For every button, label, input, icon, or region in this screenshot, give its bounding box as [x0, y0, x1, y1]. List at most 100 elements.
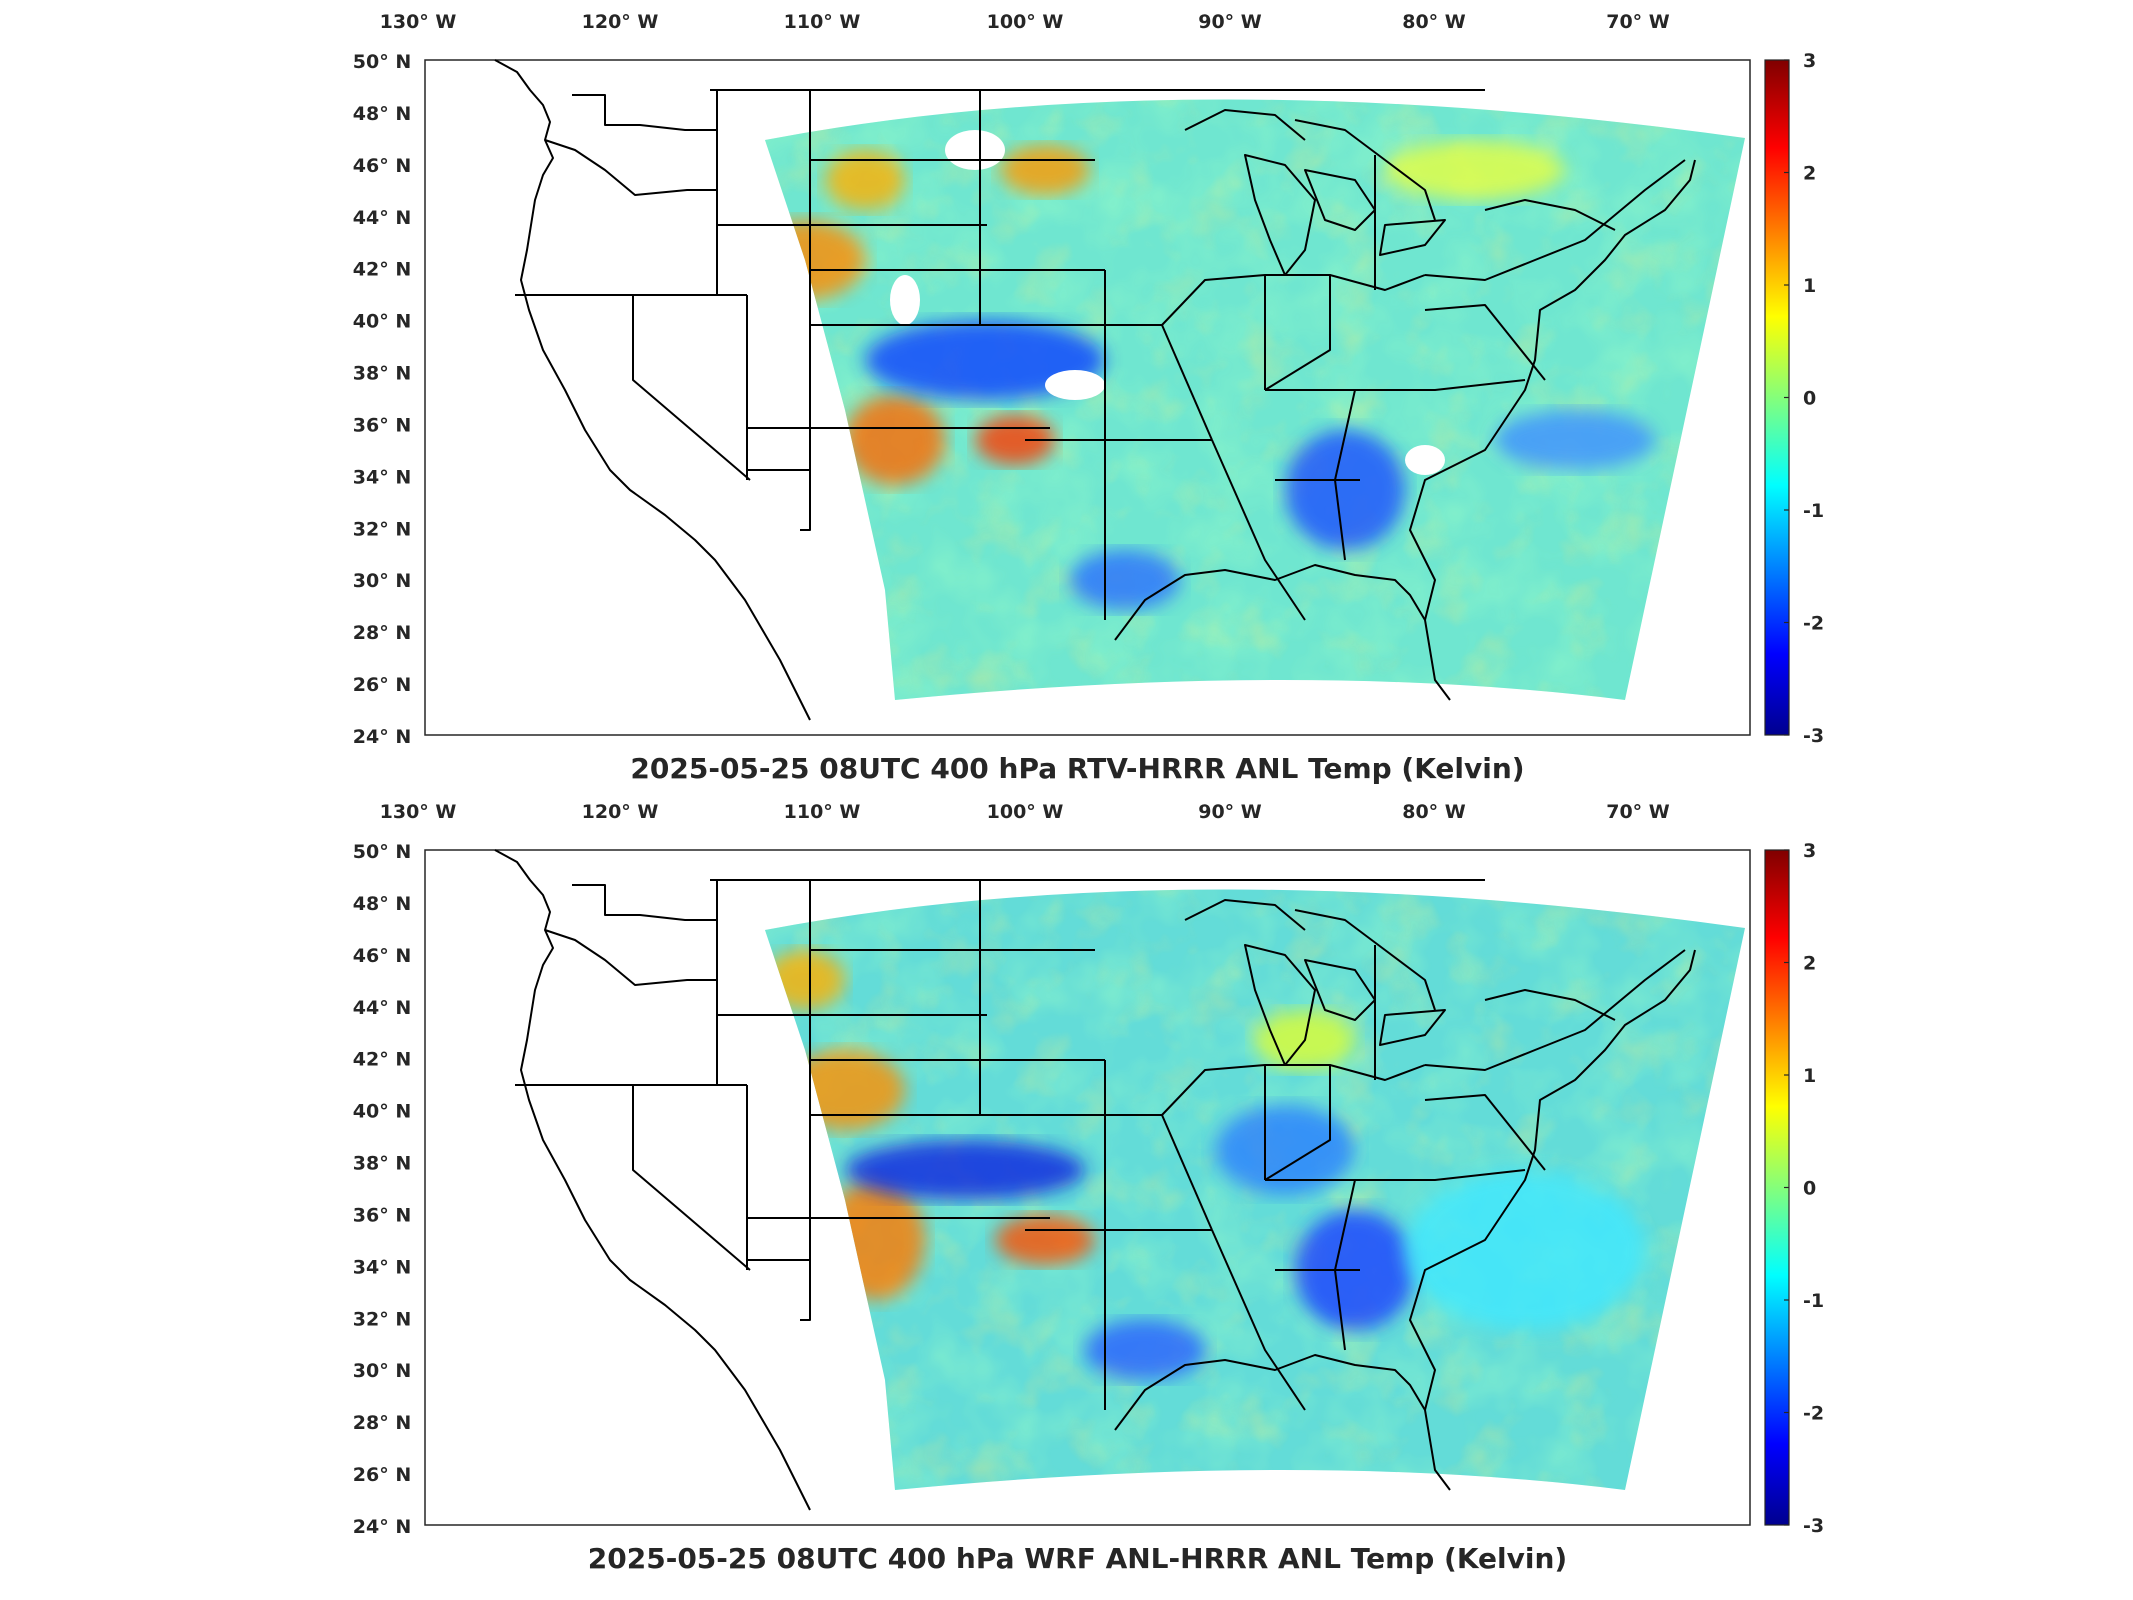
lat-tick-label: 48° N	[353, 103, 411, 125]
state-border	[1161, 1114, 1213, 1231]
state-border	[1424, 159, 1686, 281]
map-panel-2: 130° W 120° W 110° W 100° W 90° W 80° W 70° W 5…	[353, 801, 1824, 1575]
map-panel-1: 130° W 120° W 110° W 100° W 90° W 80° W 70° W 5…	[353, 11, 1824, 785]
lat-tick-label: 38° N	[353, 363, 411, 385]
great-lakes-outline	[1244, 944, 1446, 1066]
state-border	[1484, 199, 1616, 231]
lat-tick-label: 26° N	[353, 1464, 411, 1486]
state-borders	[494, 849, 1696, 1511]
lon-tick-label: 110° W	[784, 801, 861, 823]
state-border	[1329, 274, 1426, 291]
colorbar-tick-label: 3	[1803, 840, 1816, 862]
state-border	[1294, 119, 1436, 221]
state-border	[1424, 1094, 1546, 1171]
lon-tick-label: 70° W	[1606, 11, 1670, 33]
lat-tick-label: 24° N	[353, 726, 411, 748]
east-coastline	[1409, 159, 1696, 621]
lat-tick-label: 34° N	[353, 466, 411, 488]
panel-title: 2025-05-25 08UTC 400 hPa RTV-HRRR ANL Te…	[630, 752, 1524, 785]
state-border	[632, 295, 751, 481]
colorbar-tick-label: -2	[1803, 613, 1824, 635]
lon-tick-label: 80° W	[1402, 801, 1466, 823]
lon-tick-label: 80° W	[1402, 11, 1466, 33]
lon-tick-label: 130° W	[380, 801, 457, 823]
state-border	[1484, 989, 1616, 1021]
lat-tick-label: 46° N	[353, 945, 411, 967]
lat-tick-label: 34° N	[353, 1256, 411, 1278]
lat-tick-label: 50° N	[353, 841, 411, 863]
lat-tick-label: 36° N	[353, 414, 411, 436]
state-border	[1184, 899, 1306, 931]
lat-tick-label: 48° N	[353, 893, 411, 915]
state-border	[1294, 909, 1436, 1011]
lat-tick-label: 40° N	[353, 1101, 411, 1123]
gulf-coastline	[1114, 564, 1451, 701]
lon-tick-label: 90° W	[1198, 801, 1262, 823]
colorbar-tick-label: 3	[1803, 50, 1816, 72]
lat-tick-label: 30° N	[353, 570, 411, 592]
lat-tick-label: 32° N	[353, 1308, 411, 1330]
state-border	[1265, 1169, 1526, 1181]
panel-title: 2025-05-25 08UTC 400 hPa WRF ANL-HRRR AN…	[588, 1542, 1567, 1575]
lon-tick-label: 100° W	[987, 11, 1064, 33]
state-border	[544, 139, 717, 196]
state-border	[1161, 274, 1266, 390]
lat-tick-label: 44° N	[353, 207, 411, 229]
state-border	[1329, 1064, 1426, 1081]
map-axes	[424, 59, 1751, 736]
colorbar: 3 2 1 0 -1 -2 -3	[1764, 840, 1824, 1537]
lat-tick-label: 40° N	[353, 311, 411, 333]
state-border	[1264, 274, 1331, 391]
state-border	[747, 880, 1050, 1321]
colorbar-tick-label: -2	[1803, 1403, 1824, 1425]
colorbar-tick-label: 2	[1803, 953, 1816, 975]
colorbar-tick-label: -3	[1803, 725, 1824, 747]
state-border	[1424, 949, 1686, 1071]
colorbar-tick-label: -1	[1803, 500, 1824, 522]
state-border	[632, 1085, 751, 1271]
state-border	[747, 1218, 811, 1261]
lat-tick-label: 30° N	[353, 1360, 411, 1382]
state-border	[1211, 1229, 1306, 1411]
colorbar-tick-label: 1	[1803, 1065, 1816, 1087]
lon-tick-label: 70° W	[1606, 801, 1670, 823]
great-lakes-outline	[1244, 154, 1446, 276]
colorbar-tick-label: -1	[1803, 1290, 1824, 1312]
lat-tick-label: 50° N	[353, 51, 411, 73]
lon-tick-label: 120° W	[582, 801, 659, 823]
colorbar-tick-label: -3	[1803, 1515, 1824, 1537]
lat-tick-label: 46° N	[353, 155, 411, 177]
state-border	[1161, 1064, 1266, 1180]
lat-tick-label: 42° N	[353, 1049, 411, 1071]
state-border	[1424, 304, 1546, 381]
lon-tick-label: 90° W	[1198, 11, 1262, 33]
colorbar-tick-label: 0	[1803, 1178, 1816, 1200]
lon-tick-label: 120° W	[582, 11, 659, 33]
lat-tick-label: 38° N	[353, 1153, 411, 1175]
colorbar-tick-label: 1	[1803, 275, 1816, 297]
colorbar-tick-label: 0	[1803, 388, 1816, 410]
state-border	[1184, 109, 1306, 141]
state-border	[1211, 439, 1306, 621]
state-border	[1265, 379, 1526, 391]
gulf-coastline	[1114, 1354, 1451, 1491]
lat-tick-label: 32° N	[353, 518, 411, 540]
east-coastline	[1409, 949, 1696, 1411]
lon-tick-label: 130° W	[380, 11, 457, 33]
state-border	[544, 929, 717, 986]
state-border	[747, 428, 811, 471]
lat-tick-label: 44° N	[353, 997, 411, 1019]
state-border	[572, 94, 717, 131]
map-axes	[424, 849, 1751, 1526]
lon-tick-label: 100° W	[987, 801, 1064, 823]
state-border	[572, 884, 717, 921]
lat-tick-label: 42° N	[353, 259, 411, 281]
state-borders	[494, 59, 1696, 721]
lat-tick-label: 36° N	[353, 1204, 411, 1226]
colorbar-tick-label: 2	[1803, 163, 1816, 185]
lat-tick-label: 26° N	[353, 674, 411, 696]
state-border	[1161, 324, 1213, 441]
colorbar: 3 2 1 0 -1 -2 -3	[1764, 50, 1824, 747]
state-border	[747, 90, 1050, 531]
